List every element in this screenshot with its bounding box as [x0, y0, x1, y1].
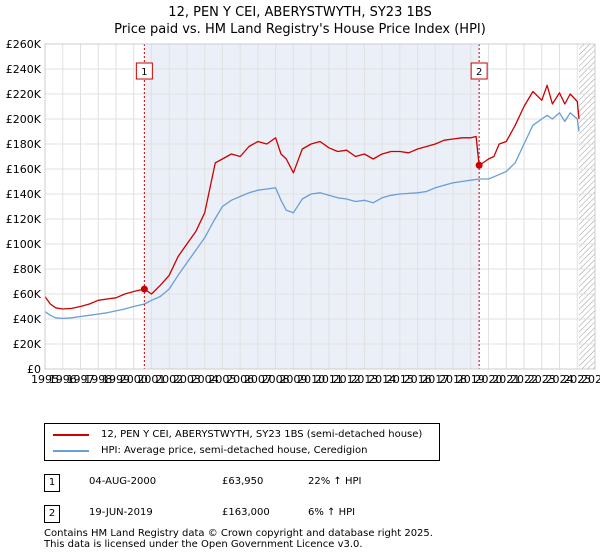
y-tick-label-11: £220K	[6, 88, 42, 101]
sale-price-1: £63,950	[222, 476, 264, 487]
y-tick-label-9: £180K	[6, 138, 42, 151]
x-tick-label-2: 1997	[66, 373, 94, 386]
x-tick-label-7: 2002	[155, 373, 183, 386]
legend-swatch-price-paid	[53, 434, 89, 436]
x-tick-label-26: 2021	[492, 373, 520, 386]
series-lines	[44, 84, 580, 320]
x-tick-label-29: 2024	[546, 373, 574, 386]
x-tick-label-9: 2004	[191, 373, 219, 386]
sale-hpi-2: 6% ↑ HPI	[308, 507, 356, 518]
sale-box-label-2: 2	[476, 67, 482, 78]
x-tick-label-16: 2011	[315, 373, 343, 386]
sale-box-2	[470, 62, 488, 80]
y-tick-label-12: £240K	[6, 63, 42, 76]
x-tick-label-25: 2020	[475, 373, 503, 386]
sale-box-1	[135, 62, 153, 80]
sale-point-1	[140, 285, 148, 293]
future-hatch	[579, 44, 595, 369]
x-tick-label-4: 1999	[102, 373, 130, 386]
footer-line-1: Contains HM Land Registry data © Crown c…	[44, 528, 433, 539]
x-tick-label-17: 2012	[333, 373, 361, 386]
y-tick-label-4: £80K	[13, 263, 42, 276]
x-tick-label-22: 2017	[421, 373, 449, 386]
x-tick-label-3: 1998	[84, 373, 112, 386]
chart-title-block: 12, PEN Y CEI, ABERYSTWYTH, SY23 1BS Pri…	[0, 4, 600, 38]
x-tick-label-10: 2005	[208, 373, 236, 386]
x-tick-label-1: 1996	[49, 373, 77, 386]
x-tick-label-5: 2000	[120, 373, 148, 386]
chart-title: 12, PEN Y CEI, ABERYSTWYTH, SY23 1BS	[168, 5, 432, 20]
grid	[44, 43, 596, 370]
y-tick-label-2: £40K	[13, 313, 42, 326]
y-tick-label-3: £60K	[13, 288, 42, 301]
sale-point-2	[475, 161, 483, 169]
x-tick-label-27: 2022	[510, 373, 538, 386]
legend-swatch-hpi	[53, 450, 89, 452]
axes: £0 £20K £40K £60K £80K £100K £120K £140K £160K £1…	[6, 38, 600, 386]
x-tick-label-30: 2025	[563, 373, 591, 386]
chart-subtitle: Price paid vs. HM Land Registry's House …	[114, 22, 486, 37]
y-tick-label-6: £120K	[6, 213, 42, 226]
footer: Contains HM Land Registry data © Crown c…	[44, 528, 433, 550]
x-tick-label-28: 2023	[528, 373, 556, 386]
x-tick-label-11: 2006	[226, 373, 254, 386]
y-tick-label-1: £20K	[13, 338, 42, 351]
plot-background	[45, 44, 595, 369]
sale-price-2: £163,000	[222, 507, 270, 518]
footer-line-2: This data is licensed under the Open Gov…	[44, 539, 363, 550]
sale-date-2: 19-JUN-2019	[89, 507, 153, 518]
x-tick-label-14: 2009	[279, 373, 307, 386]
sale-date-1: 04-AUG-2000	[89, 476, 157, 487]
x-tick-label-0: 1995	[31, 373, 59, 386]
sale-hpi-1: 22% ↑ HPI	[308, 476, 362, 487]
x-tick-label-18: 2013	[350, 373, 378, 386]
x-tick-label-21: 2016	[404, 373, 432, 386]
sale-box-label-1: 1	[141, 67, 147, 78]
plot-border	[44, 43, 596, 370]
sale-badge-1: 1	[44, 474, 60, 492]
y-tick-label-8: £160K	[6, 163, 42, 176]
series-line-0	[44, 84, 580, 310]
x-tick-label-13: 2008	[262, 373, 290, 386]
legend-label-hpi: HPI: Average price, semi-detached house,…	[101, 445, 368, 456]
series-line-1	[44, 112, 580, 320]
x-tick-label-6: 2001	[137, 373, 165, 386]
y-tick-label-5: £100K	[6, 238, 42, 251]
legend-label-price-paid: 12, PEN Y CEI, ABERYSTWYTH, SY23 1BS (se…	[101, 429, 423, 440]
x-tick-label-23: 2018	[439, 373, 467, 386]
sale-badge-2: 2	[44, 505, 60, 523]
x-tick-label-19: 2014	[368, 373, 396, 386]
x-tick-label-15: 2010	[297, 373, 325, 386]
y-tick-label-13: £260K	[6, 38, 42, 51]
x-tick-label-12: 2007	[244, 373, 272, 386]
x-tick-label-31: 2026	[581, 373, 600, 386]
legend: 12, PEN Y CEI, ABERYSTWYTH, SY23 1BS (se…	[44, 423, 440, 461]
y-tick-label-0: £0	[27, 363, 41, 376]
x-tick-label-8: 2003	[173, 373, 201, 386]
highlight-region	[144, 44, 480, 369]
y-tick-label-10: £200K	[6, 113, 42, 126]
x-tick-label-20: 2015	[386, 373, 414, 386]
y-tick-label-7: £140K	[6, 188, 42, 201]
x-tick-label-24: 2019	[457, 373, 485, 386]
